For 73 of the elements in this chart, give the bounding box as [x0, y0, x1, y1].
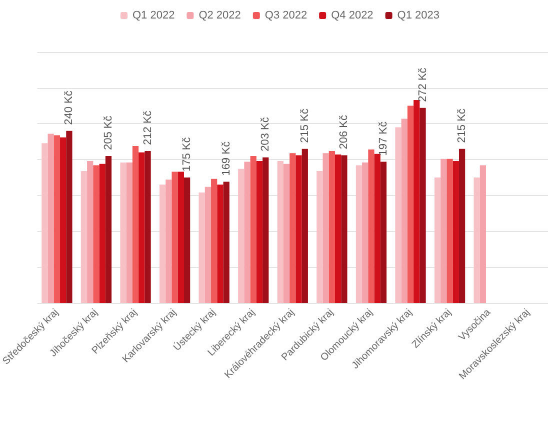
bar — [316, 171, 323, 303]
bar — [217, 184, 224, 303]
bar — [159, 184, 166, 303]
bar — [172, 172, 178, 303]
bar — [341, 155, 348, 303]
bar — [395, 127, 402, 303]
bar — [283, 164, 290, 303]
bar — [368, 150, 374, 303]
data-label: 175 Kč — [181, 136, 194, 172]
bar — [48, 134, 54, 303]
legend-label: Q2 2022 — [198, 10, 241, 22]
data-label: 203 Kč — [260, 116, 272, 152]
data-label: 206 Kč — [338, 114, 350, 150]
bar — [99, 164, 106, 303]
bar — [132, 146, 139, 303]
bar — [178, 172, 184, 303]
legend-label: Q1 2022 — [132, 10, 175, 22]
bar — [60, 137, 66, 303]
bar — [290, 153, 296, 303]
bar — [401, 118, 408, 303]
bar — [204, 186, 212, 303]
bar — [296, 155, 302, 303]
data-label: 215 Kč — [456, 108, 468, 143]
bar — [480, 165, 486, 303]
bar — [407, 106, 414, 303]
bar — [126, 162, 132, 303]
bar — [446, 158, 453, 303]
data-label: 169 Kč — [220, 141, 232, 176]
data-label: 197 Kč — [377, 120, 390, 156]
bar — [356, 165, 362, 303]
bar — [120, 162, 126, 303]
data-label: 215 Kč — [298, 108, 311, 143]
bar — [452, 161, 459, 303]
bar — [322, 153, 329, 303]
data-label: 212 Kč — [142, 110, 154, 145]
data-label: 240 Kč — [63, 90, 76, 125]
bar — [244, 162, 250, 303]
data-label: 272 Kč — [416, 67, 429, 102]
bar — [277, 161, 284, 303]
bar — [458, 148, 466, 303]
bar — [474, 178, 480, 303]
bar — [87, 161, 94, 303]
legend-label: Q4 2022 — [331, 10, 374, 22]
bar — [105, 156, 112, 303]
bar — [362, 162, 368, 303]
bar — [256, 161, 263, 303]
bar — [80, 171, 88, 303]
bar — [414, 100, 420, 303]
bar — [420, 108, 426, 303]
bar — [238, 168, 244, 303]
bar — [262, 157, 269, 303]
bar — [166, 180, 172, 303]
bar — [434, 178, 441, 303]
bar — [223, 182, 230, 303]
bar — [93, 165, 100, 303]
bar — [54, 135, 60, 303]
bar — [440, 158, 447, 303]
bar — [42, 143, 48, 303]
bar — [211, 178, 218, 303]
data-label: 205 Kč — [102, 115, 114, 150]
bar — [198, 192, 205, 303]
bar — [328, 150, 335, 303]
bar — [250, 156, 256, 303]
bar — [302, 148, 308, 303]
legend-label: Q1 2023 — [397, 10, 440, 22]
bar — [335, 154, 342, 303]
bar — [144, 150, 151, 303]
bar — [374, 154, 380, 303]
legend-label: Q3 2022 — [264, 10, 308, 22]
bar — [380, 162, 387, 303]
bar — [184, 178, 190, 303]
bar — [138, 152, 145, 303]
bar — [66, 130, 72, 303]
